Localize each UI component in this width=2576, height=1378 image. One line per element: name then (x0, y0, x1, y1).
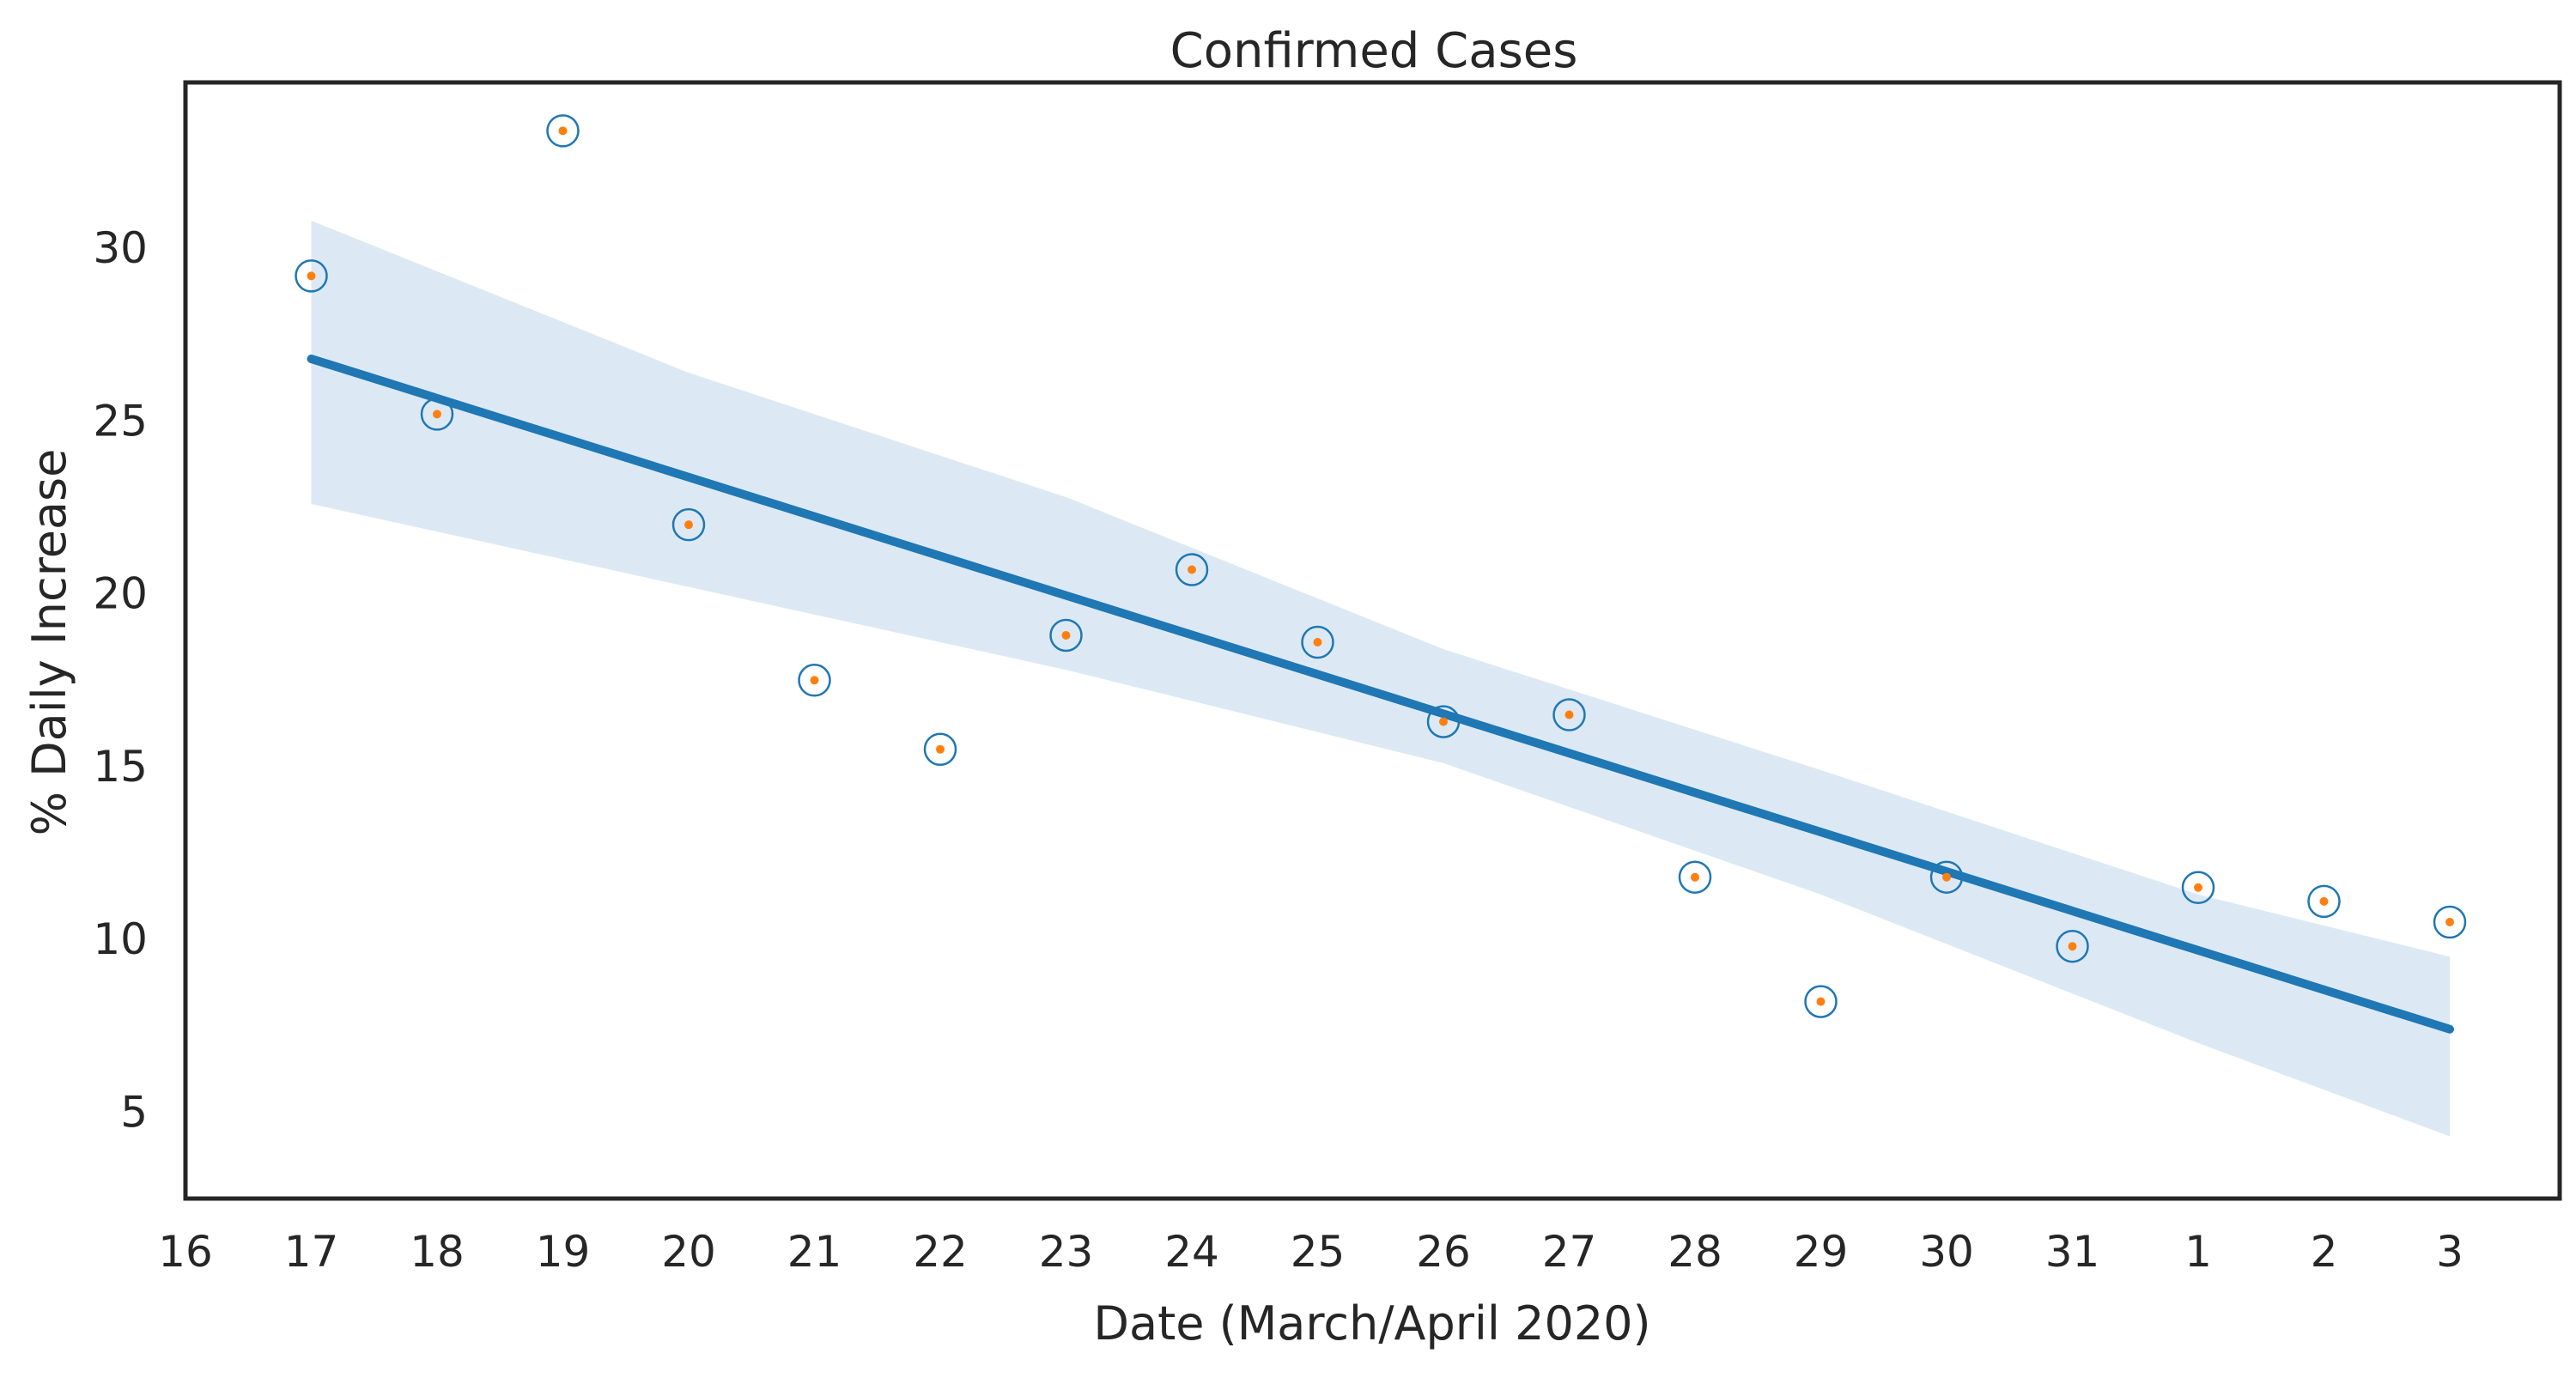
data-point (2319, 896, 2329, 906)
regression-line (307, 354, 2454, 1034)
y-tick-label: 10 (93, 914, 148, 964)
x-tick-label: 3 (2436, 1227, 2464, 1277)
data-point (1564, 710, 1574, 719)
x-tick-label: 18 (410, 1227, 465, 1277)
data-point-ring (798, 664, 831, 697)
data-point-ring (1301, 625, 1334, 659)
x-tick-label: 29 (1794, 1227, 1849, 1277)
data-point (936, 744, 945, 754)
x-tick-label: 25 (1291, 1227, 1346, 1277)
data-point-ring (1175, 553, 1209, 586)
data-point (1188, 565, 1196, 574)
data-point (1439, 717, 1448, 726)
data-point-ring (1552, 698, 1586, 731)
data-point (1942, 872, 1951, 882)
data-point (1691, 872, 1699, 882)
plot-area: 16 17 18 19 20 21 22 23 24 25 26 27 28 29 30 31 1 2 351015… (93, 114, 2467, 1277)
data-point-ring (2056, 929, 2089, 963)
data-point-ring (671, 507, 706, 542)
data-point (307, 271, 316, 281)
x-tick-label: 24 (1164, 1227, 1219, 1277)
data-point-ring (1426, 705, 1461, 738)
x-tick-label: 16 (158, 1227, 213, 1277)
y-tick-label: 20 (93, 569, 148, 619)
x-tick-label: 30 (1919, 1227, 1974, 1277)
x-tick-label: 20 (661, 1227, 716, 1277)
y-tick-label: 15 (93, 742, 148, 792)
data-point-ring (2307, 884, 2341, 919)
x-tick-label: 1 (2184, 1227, 2212, 1277)
y-axis-title: % Daily Increase (22, 449, 76, 836)
x-tick-label: 31 (2045, 1227, 2100, 1277)
plot-frame (183, 80, 2562, 1201)
x-tick-label: 26 (1416, 1227, 1471, 1277)
data-point-ring (2433, 905, 2467, 939)
x-tick-label: 21 (787, 1227, 842, 1277)
data-point (810, 676, 819, 685)
data-point (2068, 942, 2077, 951)
data-point (558, 126, 568, 136)
x-tick-label: 23 (1039, 1227, 1094, 1277)
x-tick-label: 28 (1668, 1227, 1722, 1277)
data-point (1816, 997, 1826, 1006)
data-point-ring (2181, 871, 2215, 905)
y-tick-label: 5 (120, 1087, 148, 1137)
x-tick-label: 22 (913, 1227, 968, 1277)
data-point-ring (923, 732, 957, 767)
data-point-ring (1049, 618, 1083, 653)
data-point (2194, 883, 2202, 892)
data-point-ring (1678, 860, 1712, 894)
data-point (2445, 918, 2454, 927)
confidence-band (311, 220, 2450, 1137)
data-point (433, 410, 441, 419)
chart-title: Confirmed Cases (1170, 23, 1578, 79)
data-point (684, 520, 693, 530)
x-axis-title: Date (March/April 2020) (1093, 1296, 1650, 1351)
data-point (1061, 630, 1071, 640)
x-tick-label: 17 (284, 1227, 339, 1277)
data-point (1313, 638, 1322, 647)
data-point-ring (1929, 860, 1964, 894)
y-tick-label: 25 (93, 396, 148, 446)
data-point-ring (546, 114, 580, 148)
data-point-ring (1804, 985, 1838, 1018)
x-tick-label: 19 (536, 1227, 591, 1277)
y-tick-label: 30 (93, 223, 148, 273)
x-tick-label: 27 (1542, 1227, 1597, 1277)
data-point-ring (295, 259, 328, 293)
x-tick-label: 2 (2311, 1227, 2338, 1277)
data-point-ring (420, 398, 454, 431)
